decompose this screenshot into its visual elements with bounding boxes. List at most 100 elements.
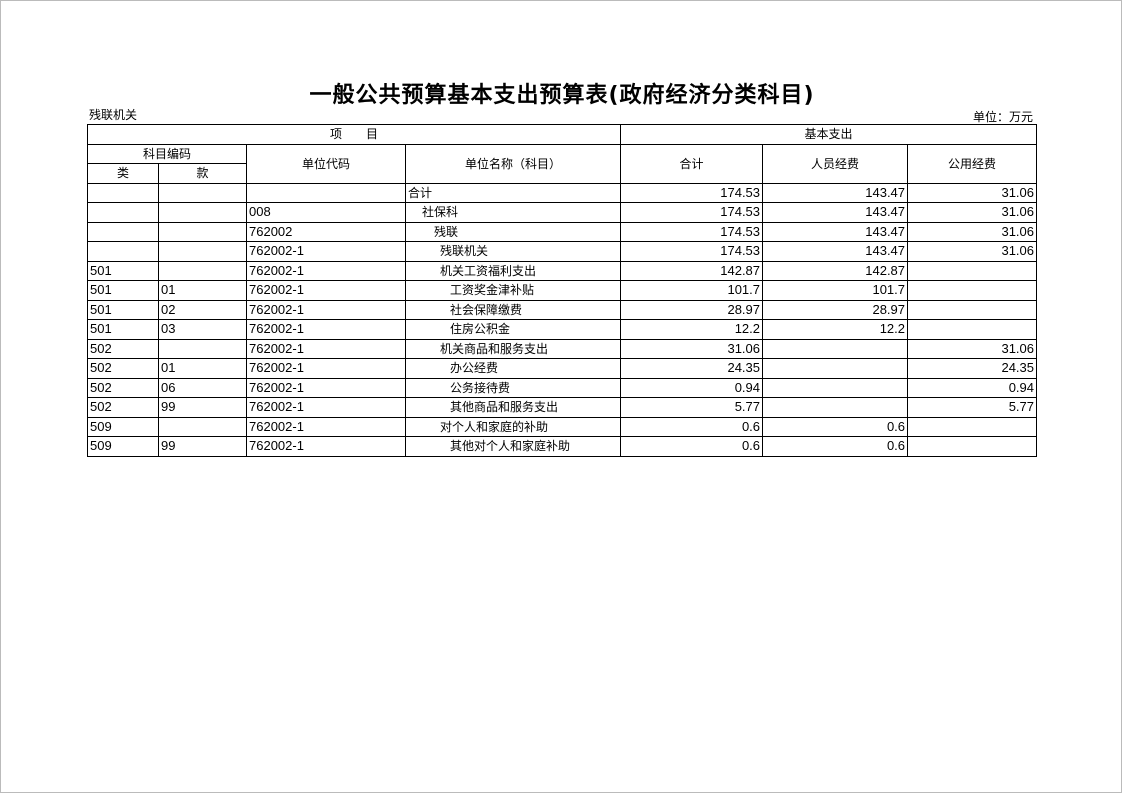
header-unit-code: 单位代码 bbox=[246, 143, 406, 184]
personnel-cell: 101.7 bbox=[762, 280, 909, 301]
unit-code-cell: 762002-1 bbox=[246, 416, 406, 437]
total-cell: 0.94 bbox=[620, 377, 764, 398]
total-cell: 174.53 bbox=[620, 182, 764, 203]
unit-code-cell: 008 bbox=[246, 202, 406, 223]
item-cell: 06 bbox=[158, 377, 247, 398]
table-row: 509 99 762002-1 其他对个人和家庭补助 0.6 0.6 bbox=[87, 436, 1038, 457]
unit-code-cell: 762002-1 bbox=[246, 299, 406, 320]
personnel-cell: 143.47 bbox=[762, 221, 909, 242]
unit-name-cell: 社会保障缴费 bbox=[404, 299, 622, 320]
personnel-cell bbox=[762, 397, 909, 418]
personnel-cell: 143.47 bbox=[762, 182, 909, 203]
public-cell bbox=[907, 436, 1038, 457]
item-cell bbox=[158, 182, 247, 203]
item-cell: 99 bbox=[158, 436, 247, 457]
public-cell: 31.06 bbox=[907, 182, 1038, 203]
public-cell bbox=[907, 416, 1038, 437]
category-cell bbox=[87, 202, 159, 223]
table-row: 509 762002-1 对个人和家庭的补助 0.6 0.6 bbox=[87, 416, 1038, 437]
unit-name-cell: 其他对个人和家庭补助 bbox=[404, 436, 622, 457]
total-cell: 12.2 bbox=[620, 319, 764, 340]
category-cell: 501 bbox=[87, 319, 159, 340]
public-cell: 31.06 bbox=[907, 202, 1038, 223]
unit-code-cell: 762002-1 bbox=[246, 338, 406, 359]
total-cell: 24.35 bbox=[620, 358, 764, 379]
header-row-2: 科目编码 单位代码 单位名称（科目） 合计 人员经费 公用经费 bbox=[87, 143, 1038, 184]
item-cell: 99 bbox=[158, 397, 247, 418]
table-row: 501 01 762002-1 工资奖金津补贴 101.7 101.7 bbox=[87, 280, 1038, 301]
public-cell: 31.06 bbox=[907, 241, 1038, 262]
item-cell bbox=[158, 338, 247, 359]
unit-code-cell: 762002-1 bbox=[246, 260, 406, 281]
public-cell: 24.35 bbox=[907, 358, 1038, 379]
header-subject-code: 科目编码 bbox=[87, 143, 247, 164]
total-cell: 174.53 bbox=[620, 241, 764, 262]
unit-code-cell: 762002-1 bbox=[246, 358, 406, 379]
category-cell: 501 bbox=[87, 299, 159, 320]
table-row: 762002 残联 174.53 143.47 31.06 bbox=[87, 221, 1038, 242]
unit-code-cell: 762002-1 bbox=[246, 280, 406, 301]
personnel-cell: 142.87 bbox=[762, 260, 909, 281]
public-cell bbox=[907, 280, 1038, 301]
public-cell: 0.94 bbox=[907, 377, 1038, 398]
header-personnel: 人员经费 bbox=[762, 143, 909, 184]
budget-table: 项 目 基本支出 科目编码 单位代码 单位名称（科目） 合计 人员经费 公用经费… bbox=[86, 124, 1038, 457]
item-cell bbox=[158, 260, 247, 281]
category-cell: 509 bbox=[87, 436, 159, 457]
category-cell bbox=[87, 182, 159, 203]
total-cell: 174.53 bbox=[620, 202, 764, 223]
table-row: 008 社保科 174.53 143.47 31.06 bbox=[87, 202, 1038, 223]
category-cell: 502 bbox=[87, 338, 159, 359]
unit-name-cell: 社保科 bbox=[404, 202, 622, 223]
public-cell bbox=[907, 299, 1038, 320]
header-item: 款 bbox=[158, 163, 247, 184]
total-cell: 28.97 bbox=[620, 299, 764, 320]
unit-name-cell: 残联 bbox=[404, 221, 622, 242]
total-cell: 174.53 bbox=[620, 221, 764, 242]
header-row-1: 项 目 基本支出 bbox=[86, 124, 1038, 145]
unit-name-cell: 机关工资福利支出 bbox=[404, 260, 622, 281]
unit-name-cell: 办公经费 bbox=[404, 358, 622, 379]
unit-name-cell: 其他商品和服务支出 bbox=[404, 397, 622, 418]
unit-name-cell: 对个人和家庭的补助 bbox=[404, 416, 622, 437]
unit-code-cell: 762002-1 bbox=[246, 436, 406, 457]
unit-name-cell: 公务接待费 bbox=[404, 377, 622, 398]
unit-code-cell: 762002-1 bbox=[246, 319, 406, 340]
item-cell bbox=[158, 202, 247, 223]
personnel-cell bbox=[762, 377, 909, 398]
total-cell: 0.6 bbox=[620, 436, 764, 457]
header-public: 公用经费 bbox=[907, 143, 1038, 184]
category-cell: 509 bbox=[87, 416, 159, 437]
table-row: 501 02 762002-1 社会保障缴费 28.97 28.97 bbox=[87, 299, 1038, 320]
public-cell: 31.06 bbox=[907, 221, 1038, 242]
unit-name-cell: 机关商品和服务支出 bbox=[404, 338, 622, 359]
personnel-cell: 0.6 bbox=[762, 436, 909, 457]
total-cell: 5.77 bbox=[620, 397, 764, 418]
table-row: 501 762002-1 机关工资福利支出 142.87 142.87 bbox=[87, 260, 1038, 281]
total-cell: 0.6 bbox=[620, 416, 764, 437]
item-cell: 01 bbox=[158, 280, 247, 301]
table-row: 502 06 762002-1 公务接待费 0.94 0.94 bbox=[87, 377, 1038, 398]
total-cell: 31.06 bbox=[620, 338, 764, 359]
category-cell: 501 bbox=[87, 260, 159, 281]
unit-name-cell: 工资奖金津补贴 bbox=[404, 280, 622, 301]
table-row: 762002-1 残联机关 174.53 143.47 31.06 bbox=[87, 241, 1038, 262]
table-row: 502 762002-1 机关商品和服务支出 31.06 31.06 bbox=[87, 338, 1038, 359]
unit-code-cell bbox=[246, 182, 406, 203]
personnel-cell bbox=[762, 338, 909, 359]
total-cell: 142.87 bbox=[620, 260, 764, 281]
public-cell bbox=[907, 319, 1038, 340]
total-cell: 101.7 bbox=[620, 280, 764, 301]
unit-name-cell: 残联机关 bbox=[404, 241, 622, 262]
unit-label: 单位：万元 bbox=[972, 110, 1033, 124]
header-category: 类 bbox=[87, 163, 159, 184]
personnel-cell: 28.97 bbox=[762, 299, 909, 320]
item-cell: 01 bbox=[158, 358, 247, 379]
table-row: 501 03 762002-1 住房公积金 12.2 12.2 bbox=[87, 319, 1038, 340]
table-row: 502 01 762002-1 办公经费 24.35 24.35 bbox=[87, 358, 1038, 379]
public-cell: 5.77 bbox=[907, 397, 1038, 418]
header-total: 合计 bbox=[620, 143, 764, 184]
category-cell: 502 bbox=[87, 358, 159, 379]
item-cell bbox=[158, 221, 247, 242]
unit-code-cell: 762002 bbox=[246, 221, 406, 242]
